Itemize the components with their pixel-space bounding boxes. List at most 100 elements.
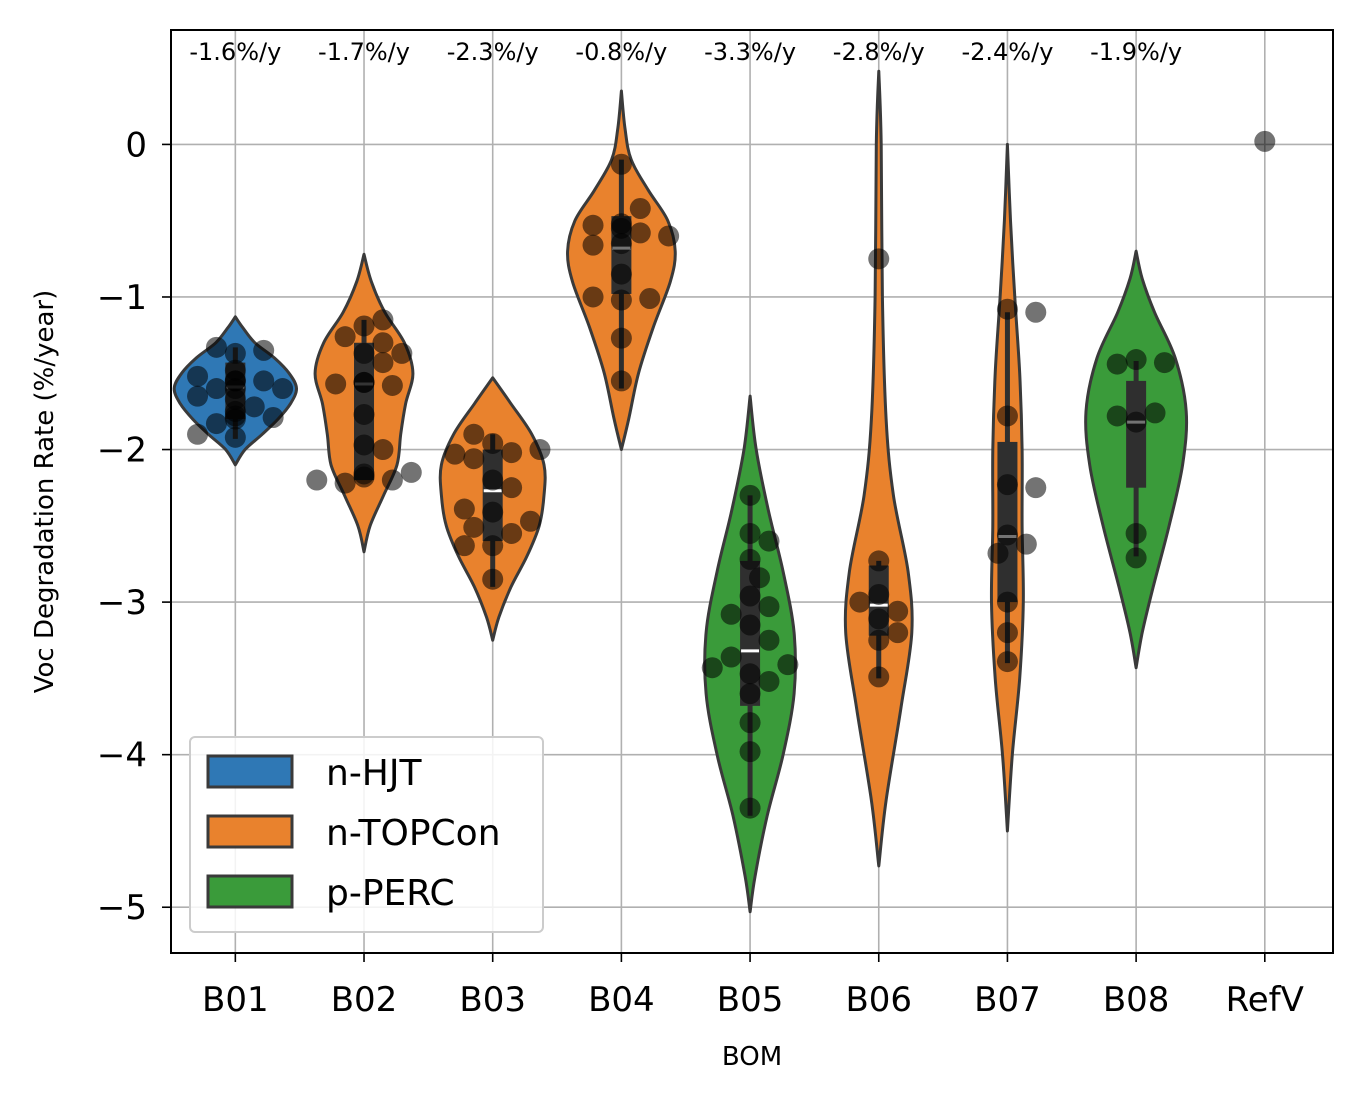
data-point — [1153, 352, 1175, 374]
legend: n-HJT n-TOPCon p-PERC — [189, 736, 544, 933]
x-tick-label: B06 — [845, 980, 912, 1020]
data-point — [610, 153, 632, 175]
data-point — [187, 365, 209, 387]
data-point — [1106, 405, 1128, 427]
data-point — [353, 463, 375, 485]
plot-frame — [170, 29, 1334, 954]
x-tick-label: B07 — [974, 980, 1041, 1020]
data-point — [463, 516, 485, 538]
data-point — [996, 591, 1018, 613]
data-point — [739, 614, 761, 636]
data-point — [582, 286, 604, 308]
data-point — [372, 439, 394, 461]
rate-annotations: -1.6%/y -1.7%/y -2.3%/y -0.8%/y -3.3%/y -2.8%… — [189, 38, 1182, 66]
data-point — [453, 498, 475, 520]
data-point — [987, 542, 1009, 564]
data-point — [253, 339, 275, 361]
data-point — [758, 629, 780, 651]
data-point — [187, 385, 209, 407]
data-point — [463, 448, 485, 470]
data-point — [400, 461, 422, 483]
legend-label: p-PERC — [326, 873, 455, 914]
data-point — [849, 591, 871, 613]
rate-annotation: -2.8%/y — [833, 38, 925, 66]
data-point — [610, 217, 632, 239]
data-point — [658, 225, 680, 247]
x-tick-label: B02 — [331, 980, 398, 1020]
data-point — [372, 309, 394, 331]
data-point — [444, 443, 466, 465]
data-point — [868, 248, 890, 270]
y-tick-label: −1 — [97, 278, 147, 318]
data-point — [353, 342, 375, 364]
legend-swatch — [206, 874, 294, 909]
data-point — [996, 298, 1018, 320]
data-point — [758, 596, 780, 618]
y-axis-title: Voc Degradation Rate (%/year) — [30, 290, 60, 694]
data-point — [224, 370, 246, 392]
violin-B06 — [843, 69, 914, 868]
data-point — [996, 474, 1018, 496]
data-point — [868, 666, 890, 688]
data-point — [887, 622, 909, 644]
rate-annotation: -0.8%/y — [575, 38, 667, 66]
data-point — [629, 197, 651, 219]
data-point — [739, 712, 761, 734]
y-axis-ticks: 0 −1 −2 −3 −4 −5 — [97, 125, 171, 928]
data-point — [482, 501, 504, 523]
data-point — [582, 234, 604, 256]
legend-label: n-TOPCon — [326, 813, 501, 854]
data-point — [610, 370, 632, 392]
rate-annotation: -2.3%/y — [447, 38, 539, 66]
rate-annotation: -2.4%/y — [961, 38, 1053, 66]
data-point — [1125, 411, 1147, 433]
data-point — [1106, 353, 1128, 375]
data-point — [205, 413, 227, 435]
data-point — [1025, 477, 1047, 499]
data-point — [868, 608, 890, 630]
data-point — [610, 327, 632, 349]
data-point — [1254, 130, 1276, 152]
data-point — [224, 408, 246, 430]
x-tick-label: B04 — [588, 980, 655, 1020]
iqr-box — [482, 449, 503, 542]
data-point — [529, 439, 551, 461]
legend-swatch — [206, 754, 294, 789]
data-point — [187, 423, 209, 445]
data-point — [996, 405, 1018, 427]
y-tick-label: −3 — [97, 583, 147, 623]
data-point — [482, 535, 504, 557]
data-point — [482, 432, 504, 454]
data-point — [996, 651, 1018, 673]
data-point — [1144, 402, 1166, 424]
data-point — [1025, 301, 1047, 323]
data-point — [253, 370, 275, 392]
data-point — [868, 550, 890, 572]
data-point — [306, 469, 328, 491]
y-tick-label: −2 — [97, 431, 147, 471]
data-point — [868, 629, 890, 651]
data-point — [334, 472, 356, 494]
data-point — [1125, 522, 1147, 544]
rate-annotation: -1.7%/y — [318, 38, 410, 66]
data-point — [243, 396, 265, 418]
data-point — [224, 342, 246, 364]
data-point — [381, 374, 403, 396]
y-tick-label: −4 — [97, 736, 147, 776]
data-point — [701, 657, 723, 679]
legend-swatch — [206, 814, 294, 849]
data-point — [353, 434, 375, 456]
data-point — [1125, 547, 1147, 569]
y-tick-label: −5 — [97, 888, 147, 928]
data-point — [224, 426, 246, 448]
data-point — [639, 288, 661, 310]
iqr-box — [997, 441, 1018, 603]
data-point — [739, 683, 761, 705]
data-point — [205, 336, 227, 358]
data-point — [1015, 533, 1037, 555]
y-tick-label: 0 — [125, 125, 147, 165]
legend-label: n-HJT — [326, 753, 422, 794]
data-point — [629, 222, 651, 244]
data-point — [720, 646, 742, 668]
data-point — [372, 332, 394, 354]
